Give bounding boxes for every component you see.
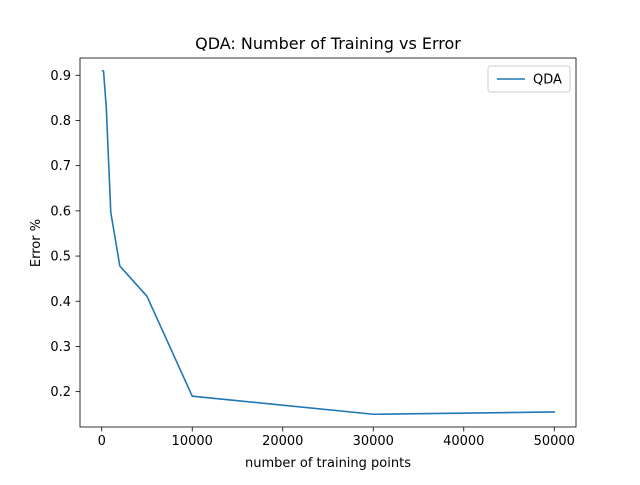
y-tick-label: 0.9	[50, 69, 71, 84]
legend-label: QDA	[533, 73, 562, 88]
y-tick-label: 0.3	[50, 340, 71, 355]
x-tick-label: 40000	[443, 434, 484, 449]
plot-frame	[79, 57, 577, 428]
legend-box	[487, 65, 571, 93]
y-tick-label: 0.6	[50, 204, 71, 219]
x-tick-label: 0	[98, 434, 106, 449]
y-tick-label: 0.5	[50, 250, 71, 265]
x-tick-label: 30000	[353, 434, 394, 449]
legend: QDA	[487, 65, 571, 93]
y-tick-label: 0.7	[50, 159, 71, 174]
x-tick-label: 10000	[172, 434, 213, 449]
plot-area-group: 0 10000 20000 30000 40000 50000 0.2 0.3 0.4 0.5 0.…	[50, 57, 577, 449]
y-tick-label: 0.8	[50, 114, 71, 129]
x-tick-label: 50000	[534, 434, 575, 449]
x-axis-label: number of training points	[245, 456, 411, 471]
series-line-qda	[101, 69, 556, 416]
y-axis-label: Error %	[29, 219, 44, 267]
chart-title: QDA: Number of Training vs Error	[195, 34, 461, 53]
y-tick-label: 0.4	[50, 295, 71, 310]
x-tick-label: 20000	[262, 434, 303, 449]
y-tick-label: 0.2	[50, 385, 71, 400]
